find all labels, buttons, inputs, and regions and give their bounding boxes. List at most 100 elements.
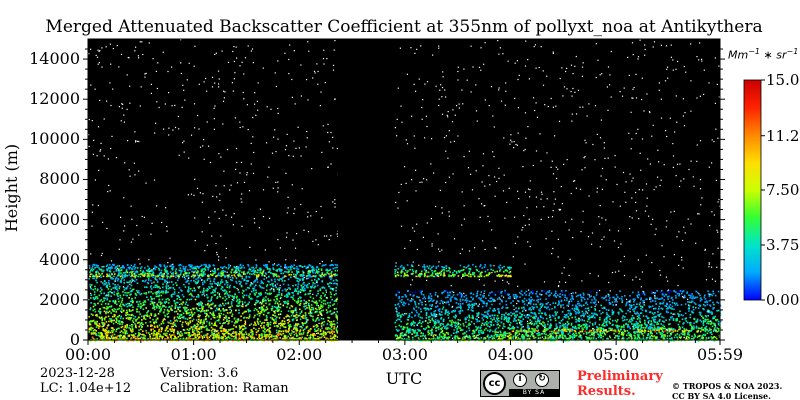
data-cell <box>457 338 460 340</box>
data-cell <box>178 287 181 289</box>
data-cell <box>189 335 192 337</box>
data-cell <box>335 328 338 331</box>
data-cell <box>486 335 489 338</box>
data-cell <box>271 305 274 308</box>
data-cell <box>100 292 103 295</box>
data-cell <box>130 323 133 326</box>
data-cell <box>218 336 220 339</box>
data-cell <box>481 313 483 316</box>
data-cell <box>503 271 505 273</box>
data-cell <box>161 298 164 301</box>
data-cell <box>203 322 205 325</box>
data-cell <box>693 302 696 304</box>
data-cell <box>433 270 436 273</box>
data-cell <box>89 307 92 309</box>
data-cell <box>95 330 97 332</box>
data-cell <box>279 278 281 280</box>
data-cell <box>220 279 223 281</box>
data-cell <box>247 309 249 311</box>
data-cell <box>203 287 205 290</box>
data-cell <box>324 303 327 305</box>
data-cell <box>319 313 322 315</box>
data-cell <box>218 272 220 275</box>
data-cell <box>184 278 187 280</box>
data-cell <box>95 279 97 282</box>
data-cell <box>442 291 445 293</box>
data-cell <box>207 275 210 278</box>
data-cell <box>326 272 329 274</box>
data-cell <box>208 266 211 268</box>
data-cell <box>205 325 208 327</box>
data-cell <box>112 277 114 280</box>
data-cell <box>328 273 330 275</box>
data-cell <box>103 292 105 295</box>
data-cell <box>303 305 306 308</box>
data-cell <box>226 293 228 295</box>
data-cell <box>494 329 497 331</box>
data-cell <box>232 339 234 342</box>
data-cell <box>432 335 435 337</box>
data-cell <box>314 282 316 285</box>
data-cell <box>235 267 238 270</box>
data-cell <box>258 327 260 330</box>
data-cell <box>204 281 206 284</box>
data-cell <box>139 269 142 272</box>
data-cell <box>304 287 306 290</box>
data-cell <box>289 265 292 268</box>
data-cell <box>125 331 127 333</box>
data-cell <box>247 310 250 313</box>
data-cell <box>333 334 336 336</box>
data-cell <box>311 279 313 282</box>
data-cell <box>206 336 208 339</box>
data-cell <box>112 330 114 332</box>
data-cell <box>182 301 184 303</box>
data-cell <box>297 323 300 326</box>
data-cell <box>156 307 158 309</box>
data-cell <box>98 294 101 297</box>
data-cell <box>188 333 191 336</box>
data-cell <box>327 328 329 330</box>
data-cell <box>608 330 610 332</box>
data-cell <box>336 322 339 324</box>
data-cell <box>212 311 215 313</box>
data-cell <box>584 307 587 310</box>
data-cell <box>230 328 233 330</box>
data-cell <box>100 299 103 301</box>
data-cell <box>284 302 286 304</box>
data-cell <box>601 307 604 309</box>
data-cell <box>269 299 272 302</box>
data-cell <box>330 328 333 331</box>
data-cell <box>554 317 556 320</box>
data-cell <box>285 294 288 296</box>
data-cell <box>154 275 156 277</box>
data-cell <box>254 270 257 272</box>
data-cell <box>168 281 171 283</box>
data-cell <box>202 339 204 342</box>
data-cell <box>442 266 444 269</box>
data-cell <box>177 291 180 294</box>
data-cell <box>148 275 151 278</box>
data-cell <box>136 322 139 324</box>
data-cell <box>320 317 323 320</box>
data-cell <box>142 323 144 326</box>
data-cell <box>177 279 179 282</box>
data-cell <box>299 300 302 302</box>
data-cell <box>110 312 112 314</box>
data-cell <box>175 339 177 342</box>
data-cell <box>114 267 116 269</box>
data-cell <box>594 321 597 324</box>
data-cell <box>539 298 542 300</box>
data-cell <box>144 280 146 283</box>
data-cell <box>200 270 203 273</box>
data-cell <box>263 287 265 289</box>
data-cell <box>266 319 268 321</box>
data-cell <box>208 336 211 338</box>
data-cell <box>288 340 291 342</box>
data-cell <box>299 288 302 291</box>
data-cell <box>215 335 217 337</box>
data-cell <box>187 312 189 314</box>
data-cell <box>456 330 458 332</box>
data-cell <box>256 281 259 283</box>
data-cell <box>650 322 653 325</box>
data-cell <box>182 317 185 319</box>
